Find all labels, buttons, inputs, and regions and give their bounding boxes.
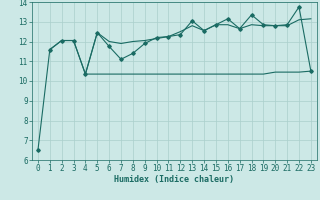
X-axis label: Humidex (Indice chaleur): Humidex (Indice chaleur) bbox=[115, 175, 234, 184]
